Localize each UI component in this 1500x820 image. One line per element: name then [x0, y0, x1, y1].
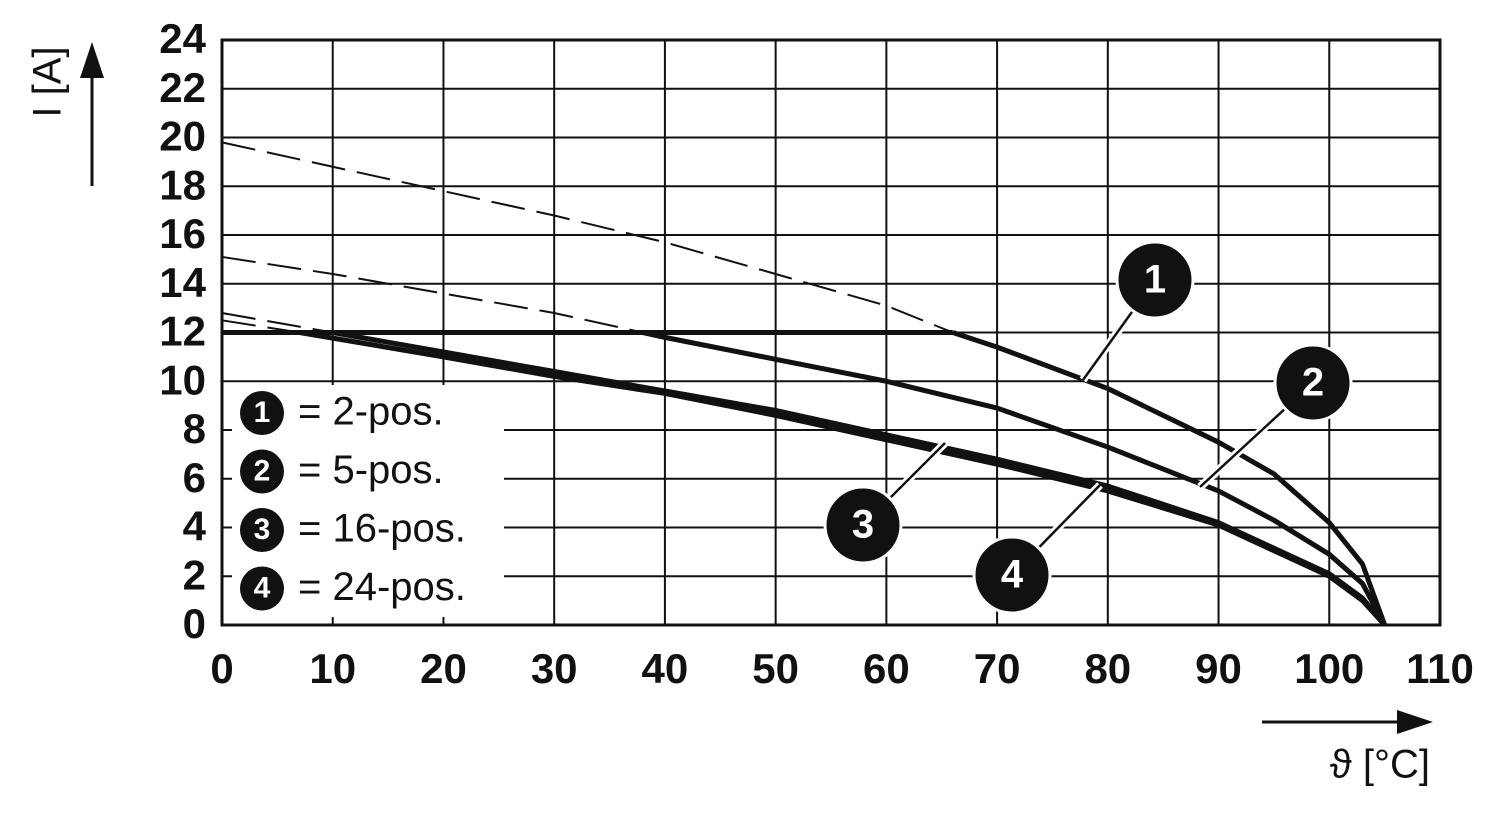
- callout-number: 1: [1144, 258, 1166, 302]
- callout-number: 4: [1001, 553, 1024, 597]
- callout-circle: [1273, 343, 1353, 423]
- dashed-curve: [221, 141, 954, 334]
- y-tick-label: 18: [159, 161, 206, 208]
- x-tick-label: 50: [752, 645, 799, 692]
- dashed-curve: [221, 319, 300, 334]
- dashed-curve: [221, 312, 333, 334]
- y-tick-label: 22: [159, 64, 206, 111]
- derating-curve: [642, 330, 1387, 627]
- x-tick-label: 60: [863, 645, 910, 692]
- legend-marker-number: 2: [254, 454, 271, 487]
- legend-label: = 24-pos.: [298, 565, 466, 609]
- legend-marker: [240, 449, 284, 494]
- dashed-curve: [221, 255, 643, 334]
- y-tick-label: 10: [159, 356, 206, 403]
- y-tick-label: 14: [159, 259, 206, 306]
- x-tick-label: 30: [531, 645, 578, 692]
- x-tick-label: 100: [1294, 645, 1364, 692]
- x-tick-label: 80: [1084, 645, 1131, 692]
- derating-curve: [952, 330, 1387, 626]
- callout-number: 3: [852, 503, 874, 547]
- callout-circle: [972, 535, 1052, 615]
- y-tick-label: 24: [159, 15, 206, 62]
- x-tick-label: 110: [1406, 645, 1474, 692]
- callout-circle: [1115, 240, 1195, 320]
- y-tick-label: 6: [183, 454, 206, 501]
- y-tick-label: 20: [159, 113, 206, 160]
- x-tick-label: 40: [642, 645, 689, 692]
- y-tick-label: 0: [183, 600, 206, 647]
- x-tick-label: 0: [210, 645, 233, 692]
- legend-label: = 5-pos.: [298, 448, 444, 492]
- legend-marker-number: 3: [254, 513, 271, 546]
- x-tick-label: 10: [309, 645, 356, 692]
- y-tick-label: 16: [159, 210, 206, 257]
- y-axis-title: I [A]: [26, 46, 70, 117]
- y-tick-label: 12: [159, 308, 206, 355]
- legend-marker-number: 4: [254, 571, 271, 604]
- y-tick-label: 2: [183, 551, 206, 598]
- callout-number: 2: [1302, 361, 1324, 405]
- legend-marker: [240, 391, 284, 435]
- legend-label: = 2-pos.: [298, 390, 444, 434]
- legend-marker-number: 1: [254, 396, 271, 429]
- x-tick-label: 70: [974, 645, 1021, 692]
- plot-frame: [220, 38, 1442, 627]
- legend-label: = 16-pos.: [298, 507, 466, 551]
- y-tick-label: 8: [183, 405, 206, 452]
- legend-marker: [240, 566, 284, 611]
- legend-marker: [240, 508, 284, 552]
- callout-circle: [823, 485, 903, 565]
- x-axis-arrowhead: [1397, 710, 1433, 734]
- x-tick-label: 90: [1195, 645, 1242, 692]
- y-tick-label: 4: [183, 503, 207, 550]
- y-axis-arrowhead: [80, 42, 104, 78]
- x-tick-label: 20: [420, 645, 467, 692]
- x-axis-title: ϑ [°C]: [1330, 743, 1430, 787]
- derating-curve: [299, 330, 1387, 627]
